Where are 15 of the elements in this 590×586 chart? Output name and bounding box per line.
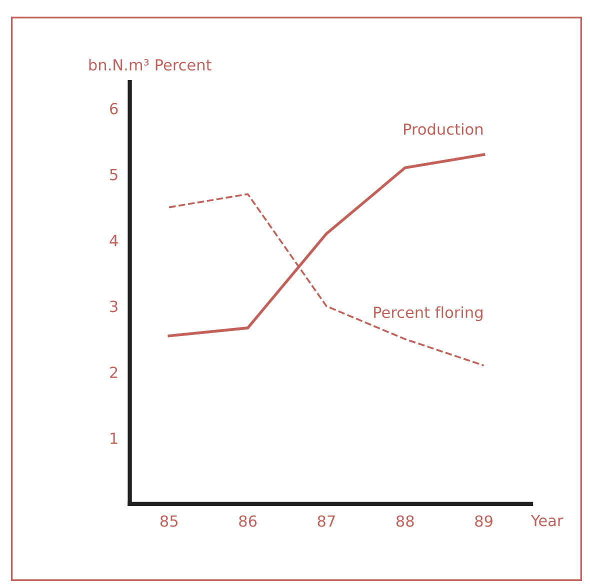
x-tick-label: 89 [475, 515, 492, 527]
y-tick-label: 1 [110, 432, 118, 444]
x-tick-label: 86 [239, 515, 257, 527]
y-tick-label: 6 [110, 102, 118, 114]
y-axis-title: bn.N.m³ Percent [89, 58, 212, 71]
x-tick-label: 88 [396, 515, 414, 527]
x-tick-label: 85 [160, 515, 178, 527]
y-tick-label: 2 [110, 366, 118, 378]
y-tick-label: 4 [110, 234, 118, 246]
y-tick-label: 3 [110, 300, 118, 312]
series-label: Production [404, 123, 483, 135]
x-tick-label: 87 [318, 515, 335, 527]
series-label: Percent floring [374, 306, 482, 322]
x-axis-title: Year [530, 514, 564, 526]
y-tick-label: 5 [110, 169, 118, 180]
